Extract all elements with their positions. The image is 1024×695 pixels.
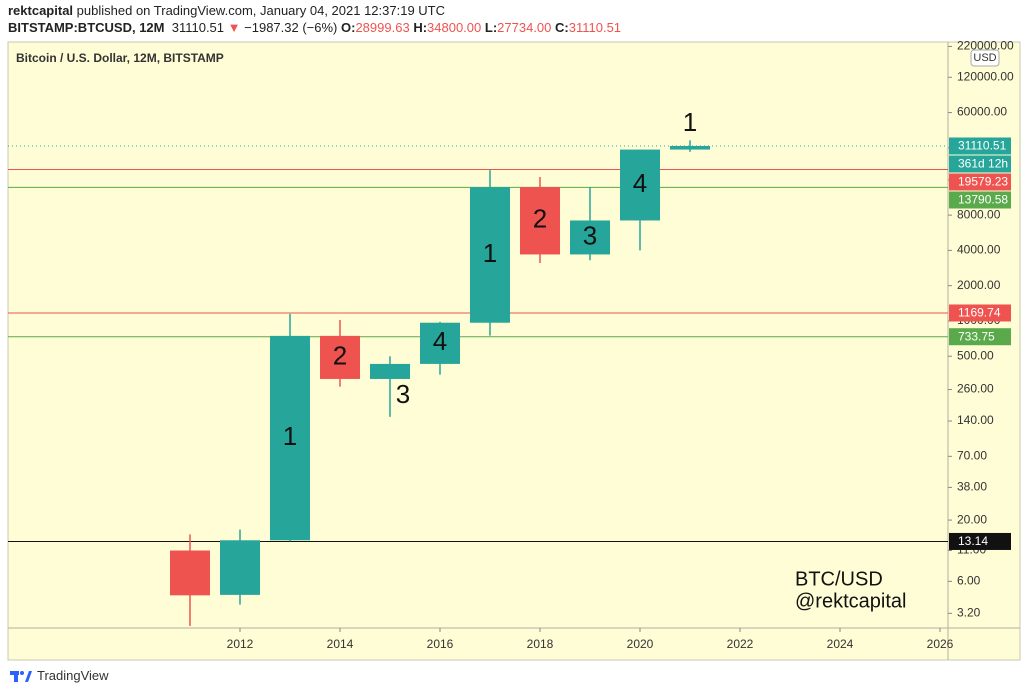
ohlc-value: 28999.63 — [355, 20, 410, 35]
ohlc-key: C: — [555, 20, 569, 35]
y-tick-label: 4000.00 — [957, 243, 1001, 257]
price-badge: 361d 12h — [949, 155, 1011, 173]
candle-body — [470, 187, 510, 323]
candle-label: 1 — [283, 421, 297, 451]
price-badge: 733.75 — [949, 328, 1011, 346]
ohlc-key: O: — [341, 20, 356, 35]
ohlc-value: 31110.51 — [568, 20, 622, 35]
price-badge-box — [949, 532, 1011, 550]
price-badge-label: 13790.58 — [958, 193, 1008, 207]
y-tick-label: 120000.00 — [957, 69, 1014, 83]
y-tick-label: 2000.00 — [957, 278, 1001, 292]
y-tick-label: 6.00 — [957, 574, 981, 588]
price-badge: 13.14 — [949, 532, 1011, 550]
chart: Bitcoin / U.S. Dollar, 12M, BITSTAMP 220… — [7, 39, 1021, 661]
candle-body — [270, 335, 310, 541]
x-tick-label: 2018 — [527, 637, 554, 651]
price-badge-label: 31110.51 — [958, 139, 1007, 153]
price-badge-label: 19579.23 — [958, 175, 1008, 189]
x-tick-label: 2026 — [927, 637, 954, 651]
candle-label: 4 — [633, 168, 647, 198]
x-tick-label: 2022 — [727, 637, 754, 651]
y-tick-label: 500.00 — [957, 348, 994, 362]
candle-label: 1 — [483, 238, 497, 268]
watermark: @rektcapital — [795, 590, 906, 612]
price-badge-box — [949, 191, 1011, 209]
y-tick-label: 70.00 — [957, 448, 987, 462]
price-badge: 19579.23 — [949, 173, 1011, 191]
candle-body — [170, 550, 210, 596]
chart-title: Bitcoin / U.S. Dollar, 12M, BITSTAMP — [16, 51, 224, 65]
price-badge-box — [949, 173, 1011, 191]
ohlc-key: L: — [484, 20, 498, 35]
x-tick-label: 2024 — [827, 637, 854, 651]
y-tick-label: 140.00 — [957, 413, 994, 427]
price-badge-label: 733.75 — [958, 329, 995, 343]
x-tick-label: 2012 — [227, 637, 254, 651]
candle-label: 1 — [683, 107, 697, 137]
candle-body — [620, 149, 660, 221]
candle-label: 2 — [333, 340, 347, 370]
header: rektcapital published on TradingView.com… — [8, 2, 621, 36]
candle-body — [320, 335, 360, 379]
ohlc-key: H: — [413, 20, 428, 35]
header-line: rektcapital published on TradingView.com… — [8, 2, 621, 19]
arrow: ▼ — [227, 20, 241, 35]
candle-body — [520, 187, 560, 255]
x-tick-label: 2016 — [427, 637, 454, 651]
price-badge: 1169.74 — [949, 304, 1011, 322]
candle-body — [420, 322, 460, 364]
brand: TradingView — [37, 668, 109, 683]
candle-body — [220, 540, 260, 595]
price-badge: 31110.51 — [949, 137, 1011, 155]
y-tick-label: 220000.00 — [957, 39, 1014, 53]
x-tick-label: 2014 — [327, 637, 354, 651]
y-tick-label: 60000.00 — [957, 105, 1007, 119]
symbol: BITSTAMP:BTCUSD, 12M — [8, 20, 165, 35]
header-line: BITSTAMP:BTCUSD, 12M 31110.51 ▼ −1987.32… — [8, 19, 621, 36]
price-badge-box — [949, 328, 1011, 346]
y-tick-label: 3.20 — [957, 606, 981, 620]
author: rektcapital — [8, 3, 74, 18]
footer: TradingView — [10, 668, 109, 683]
candle-body — [670, 145, 710, 150]
y-tick-label: 260.00 — [957, 382, 994, 396]
price-badge: 13790.58 — [949, 191, 1011, 209]
ohlc-value: 34800.00 — [427, 20, 482, 35]
change: −1987.32 (−6%) — [244, 20, 338, 35]
last: 31110.51 — [171, 20, 225, 35]
price-badge-label: 361d 12h — [958, 157, 1008, 171]
price-badge-label: 1169.74 — [958, 306, 1001, 320]
logo — [10, 670, 32, 682]
currency: USD — [973, 52, 996, 64]
published: published on TradingView.com, January 04… — [76, 3, 446, 18]
candle-label: 3 — [396, 379, 410, 409]
currency-box — [970, 49, 1000, 67]
watermark: BTC/USD — [795, 568, 883, 590]
y-tick-label: 20.00 — [957, 512, 987, 526]
price-badge-box — [949, 304, 1011, 322]
candle-label: 4 — [433, 326, 447, 356]
price-badge-label: 13.14 — [958, 534, 988, 548]
price-badge-box — [949, 155, 1011, 173]
candle-label: 3 — [583, 220, 597, 250]
ohlc-value: 27734.00 — [497, 20, 552, 35]
y-tick-label: 8000.00 — [957, 207, 1001, 221]
price-badge-box — [949, 137, 1011, 155]
candle-body — [370, 363, 410, 379]
y-tick-label: 38.00 — [957, 480, 987, 494]
x-tick-label: 2020 — [627, 637, 654, 651]
candle-label: 2 — [533, 204, 547, 234]
candle-body — [570, 220, 610, 255]
